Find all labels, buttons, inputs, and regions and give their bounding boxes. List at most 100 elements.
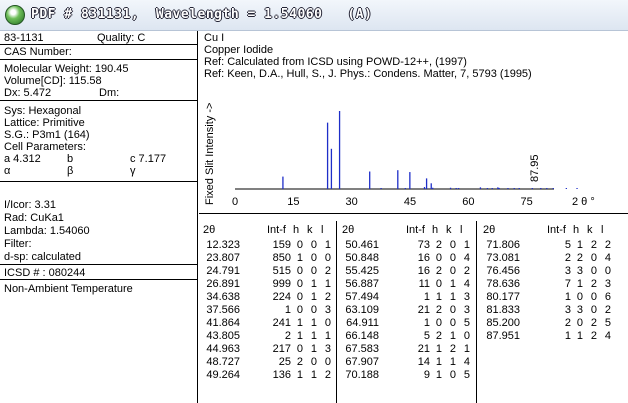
k-index-cell: 0 [449,304,456,316]
cell-gamma: γ [130,165,136,177]
column-header: l [601,224,604,236]
radiation: Rad: CuKa1 [4,212,64,224]
two-theta-cell: 57.494 [345,291,379,303]
k-index-cell: 0 [449,317,456,329]
h-index-cell: 0 [435,317,442,329]
two-theta-cell: 80.177 [486,291,520,303]
intensity-cell: 850 [272,252,291,264]
h-index-cell: 1 [296,317,303,329]
intensity-cell: 5 [423,330,430,342]
column-header: l [321,224,324,236]
x-tick-labels: 0 15 30 45 60 75 [232,196,533,208]
diffraction-pattern-chart: Fixed Slit Intensity -> 0 15 30 45 60 75 2 θ … [204,103,595,208]
l-index-cell: 0 [604,265,611,277]
divider [0,100,198,101]
two-theta-cell: 87.951 [486,330,520,342]
h-index-cell: 0 [296,239,303,251]
k-index-cell: 0 [310,356,317,368]
two-theta-cell: 67.583 [345,343,379,355]
h-index-cell: 2 [435,330,442,342]
two-theta-cell: 56.887 [345,278,379,290]
x-tick-label: 0 [232,196,238,208]
h-index-cell: 2 [435,304,442,316]
intensity-cell: 515 [272,265,291,277]
title-bar[interactable]: PDF # 831131, Wavelength = 1.54060 (A) [0,0,628,31]
k-index-cell: 0 [310,252,317,264]
column-separator [336,221,337,403]
cell-beta: β [67,165,74,177]
chemical-formula: Cu I [204,32,225,44]
l-index-cell: 3 [604,278,611,290]
x-tick-label: 45 [404,196,416,208]
l-index-cell: 3 [324,343,331,355]
intensity-cell: 21 [417,304,430,316]
k-index-cell: 2 [590,330,597,342]
crystal-system: Sys: Hexagonal [4,105,82,117]
lambda: Lambda: 1.54060 [4,225,90,237]
two-theta-cell: 48.727 [206,356,240,368]
l-index-cell: 3 [463,304,470,316]
divider [0,59,198,60]
h-index-cell: 2 [576,252,583,264]
l-index-cell: 0 [324,356,331,368]
two-theta-cell: 41.864 [206,317,240,329]
intensity-cell: 73 [417,239,430,251]
two-theta-cell: 67.907 [345,356,379,368]
cell-a: a 4.312 [4,153,41,165]
intensity-cell: 25 [278,356,291,368]
two-theta-cell: 12.323 [206,239,240,251]
two-theta-cell: 76.456 [486,265,520,277]
column-header: 2θ [203,224,216,236]
l-index-cell: 2 [463,265,470,277]
l-index-cell: 2 [324,369,331,381]
h-index-cell: 3 [576,265,583,277]
two-theta-cell: 34.638 [206,291,240,303]
card-info-panel: 83-1131 Quality: C CAS Number: Molecular… [0,31,198,403]
two-theta-cell: 70.188 [345,369,379,381]
h-index-cell: 1 [296,369,303,381]
intensity-cell: 9 [423,369,430,381]
divider [0,44,198,45]
column-separator [476,221,477,403]
column-header: Int-f [267,224,286,236]
intensity-cell: 7 [564,278,571,290]
intensity-cell: 2 [284,330,291,342]
cas-number: CAS Number: [4,46,72,58]
intensity-cell: 159 [272,239,291,251]
intensity-cell: 241 [272,317,291,329]
l-index-cell: 0 [324,317,331,329]
intensity-cell: 2 [564,252,571,264]
l-index-cell: 3 [463,291,470,303]
k-index-cell: 0 [590,252,597,264]
column-header: 2θ [342,224,355,236]
k-index-cell: 0 [590,265,597,277]
two-theta-cell: 26.891 [206,278,240,290]
x-axis-label: 2 θ ° [572,196,595,208]
column-header: h [293,224,300,236]
lattice: Lattice: Primitive [4,117,85,129]
two-theta-cell: 71.806 [486,239,520,251]
pattern-panel: Cu I Copper Iodide Ref: Calculated from … [199,31,628,403]
h-index-cell: 0 [435,278,442,290]
intensity-cell: 1 [564,291,571,303]
two-theta-cell: 43.805 [206,330,240,342]
intensity-cell: 5 [564,239,571,251]
intensity-cell: 21 [417,343,430,355]
l-index-cell: 2 [604,239,611,251]
h-index-cell: 0 [296,343,303,355]
h-index-cell: 1 [296,252,303,264]
divider [0,181,198,182]
l-index-cell: 5 [463,369,470,381]
peak-bars [282,111,578,189]
two-theta-cell: 49.264 [206,369,240,381]
h-index-cell: 0 [296,265,303,277]
intensity-cell: 217 [272,343,291,355]
h-index-cell: 1 [576,330,583,342]
l-index-cell: 2 [324,291,331,303]
l-index-cell: 5 [463,317,470,329]
intensity-cell: 224 [272,291,291,303]
two-theta-cell: 78.636 [486,278,520,290]
compound-name: Copper Iodide [204,44,274,56]
h-index-cell: 0 [296,278,303,290]
two-theta-cell: 44.963 [206,343,240,355]
